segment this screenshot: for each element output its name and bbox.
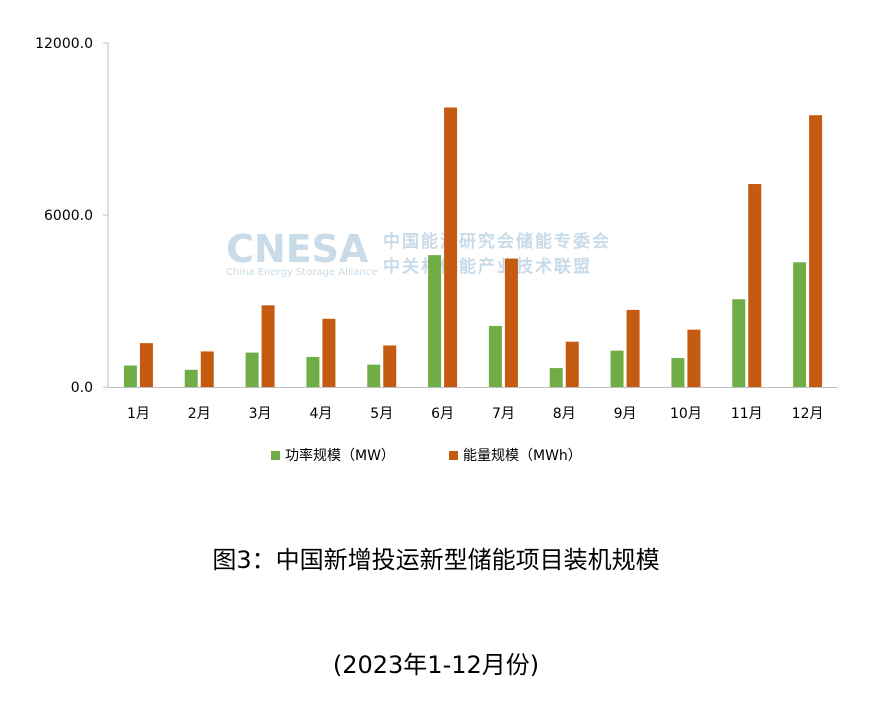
x-tick-label: 7月 [492,406,515,422]
bar-energy-3 [261,305,275,387]
x-tick-label: 3月 [249,406,272,422]
x-tick-label: 4月 [309,406,332,422]
figure-caption: 图3：中国新增投运新型储能项目装机规模 [212,546,660,574]
bar-energy-10 [687,329,701,387]
legend-label: 能量规模（MWh） [463,448,582,464]
bar-energy-5 [383,345,397,387]
watermark: CNESA China Energy Storage Alliance 中国能源… [226,227,611,278]
bar-energy-2 [200,351,214,387]
bar-energy-8 [565,341,579,387]
watermark-line2: 中关村储能产业技术联盟 [383,256,592,277]
bar-power-3 [245,352,259,387]
x-tick-labels: 1月 2月 3月 4月 5月 6月 7月 8月 9月 10月 11月 12月 [127,406,824,422]
x-tick-label: 1月 [127,406,150,422]
bar-energy-6 [444,107,458,387]
watermark-line1: 中国能源研究会储能专委会 [383,231,611,252]
bar-power-12 [793,262,807,387]
y-tick-label: 12000.0 [35,36,93,52]
watermark-logo-sub: China Energy Storage Alliance [226,267,378,278]
bar-power-11 [732,299,746,387]
figure-caption-subtitle: (2023年1-12月份) [332,651,540,679]
watermark-logo: CNESA [226,227,369,271]
bar-power-10 [671,358,685,387]
bar-power-8 [549,368,563,387]
x-tick-label: 5月 [370,406,393,422]
bars [123,107,823,388]
x-tick-label: 6月 [431,406,454,422]
x-tick-label: 9月 [614,406,637,422]
bar-energy-1 [139,343,153,387]
bar-energy-9 [626,309,640,387]
x-tick-label: 2月 [188,406,211,422]
y-tick-labels: 0.0 6000.0 12000.0 [35,36,108,396]
x-tick-label: 8月 [553,406,576,422]
x-tick-label: 10月 [670,406,702,422]
bar-power-4 [306,356,320,387]
bar-power-5 [367,364,381,387]
bar-power-7 [488,325,502,387]
bar-power-2 [184,369,198,387]
bar-energy-4 [322,318,336,387]
legend: 功率规模（MW） 能量规模（MWh） [271,447,582,464]
legend-swatch [271,451,280,460]
bar-power-6 [428,255,442,387]
bar-energy-7 [504,258,518,387]
y-tick-label: 0.0 [71,380,93,396]
y-tick-label: 6000.0 [44,208,93,224]
bar-power-9 [610,350,624,387]
bar-power-1 [123,365,137,387]
bar-chart: CNESA China Energy Storage Alliance 中国能源… [35,36,838,464]
x-tick-label: 12月 [792,406,824,422]
bar-energy-12 [809,115,823,388]
bar-energy-11 [748,184,762,387]
legend-swatch [449,451,458,460]
legend-label: 功率规模（MW） [285,447,395,464]
x-tick-label: 11月 [731,406,763,422]
